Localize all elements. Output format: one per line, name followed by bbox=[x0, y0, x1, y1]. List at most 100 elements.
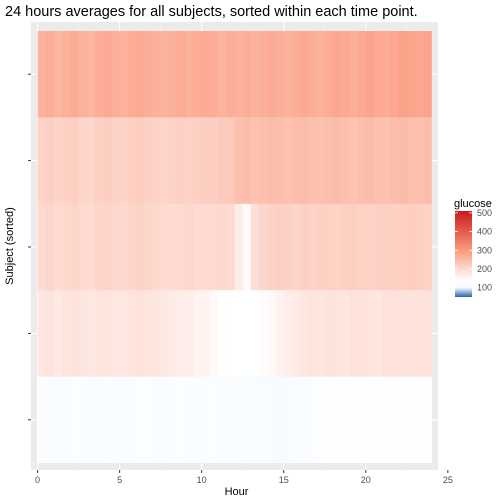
heatmap-cell bbox=[144, 31, 153, 118]
heatmap-cell bbox=[127, 203, 137, 291]
heatmap-cell bbox=[390, 203, 400, 291]
heatmap-cell bbox=[144, 376, 153, 463]
heatmap-cell bbox=[185, 290, 194, 377]
heatmap-cell bbox=[300, 117, 309, 204]
heatmap-cell bbox=[357, 290, 367, 377]
heatmap-cell bbox=[209, 376, 219, 463]
heatmap-cell bbox=[341, 203, 350, 291]
heatmap-cell bbox=[226, 117, 235, 204]
heatmap-cell bbox=[127, 290, 137, 377]
heatmap-cell bbox=[415, 290, 424, 377]
heatmap-cell bbox=[152, 290, 162, 377]
heatmap-cell bbox=[357, 117, 367, 204]
heatmap-cell bbox=[53, 290, 63, 377]
heatmap-cell bbox=[177, 31, 186, 118]
heatmap-cell bbox=[267, 376, 276, 463]
heatmap-cell bbox=[86, 117, 96, 204]
heatmap-cell bbox=[177, 117, 186, 204]
heatmap-cell bbox=[45, 290, 55, 377]
heatmap-cell bbox=[390, 376, 400, 463]
heatmap-cell bbox=[341, 290, 350, 377]
heatmap-cell bbox=[283, 31, 293, 118]
y-axis-title: Subject (sorted) bbox=[4, 207, 16, 285]
heatmap-cell bbox=[111, 31, 121, 118]
heatmap-cell bbox=[259, 31, 268, 118]
heatmap-cell bbox=[144, 290, 153, 377]
heatmap-cell bbox=[119, 290, 129, 377]
heatmap-cell bbox=[390, 290, 400, 377]
heatmap-cell bbox=[218, 203, 227, 291]
x-tick-label: 5 bbox=[117, 475, 122, 485]
heatmap-cell bbox=[119, 31, 129, 118]
heatmap-cell bbox=[267, 31, 276, 118]
heatmap-cell bbox=[193, 203, 203, 291]
heatmap-cell bbox=[152, 376, 162, 463]
heatmap-cell bbox=[45, 376, 55, 463]
heatmap-cell bbox=[406, 290, 416, 377]
legend-colorbar bbox=[455, 211, 472, 297]
heatmap-cell bbox=[119, 203, 129, 291]
heatmap-cell bbox=[185, 31, 194, 118]
heatmap-cell bbox=[341, 117, 350, 204]
heatmap-cell bbox=[62, 376, 71, 463]
heatmap-cell bbox=[415, 117, 424, 204]
heatmap-cell bbox=[152, 203, 162, 291]
heatmap-cell bbox=[103, 31, 112, 118]
legend-tick-label: 400 bbox=[477, 227, 492, 237]
heatmap-cell bbox=[415, 31, 424, 118]
heatmap-cell bbox=[250, 203, 260, 291]
heatmap-cell bbox=[119, 376, 129, 463]
heatmap-cell bbox=[144, 203, 153, 291]
heatmap-cell bbox=[242, 117, 252, 204]
heatmap-cell bbox=[185, 376, 194, 463]
heatmap-cell bbox=[316, 376, 326, 463]
heatmap-cell bbox=[382, 376, 391, 463]
heatmap-cell bbox=[365, 117, 375, 204]
heatmap-cell bbox=[423, 31, 432, 118]
heatmap-cell bbox=[209, 31, 219, 118]
heatmap-cell bbox=[382, 31, 391, 118]
heatmap-cell bbox=[316, 117, 326, 204]
heatmap-cell bbox=[78, 290, 88, 377]
heatmap-cell bbox=[185, 203, 194, 291]
heatmap-cell bbox=[365, 290, 375, 377]
heatmap-cell bbox=[275, 290, 285, 377]
heatmap-cell bbox=[70, 31, 79, 118]
heatmap-cell bbox=[324, 203, 334, 291]
heatmap-cell bbox=[332, 31, 342, 118]
heatmap-cell bbox=[136, 203, 145, 291]
heatmap-cell bbox=[423, 117, 432, 204]
heatmap-cell bbox=[37, 117, 47, 204]
heatmap-cell bbox=[86, 376, 96, 463]
heatmap-cell bbox=[95, 203, 104, 291]
heatmap-cell bbox=[95, 31, 104, 118]
heatmap-cell bbox=[234, 31, 244, 118]
heatmap-cell bbox=[226, 203, 235, 291]
heatmap-cell bbox=[136, 31, 145, 118]
heatmap-cell bbox=[390, 117, 400, 204]
heatmap-cell bbox=[316, 203, 326, 291]
heatmap-cell bbox=[168, 376, 178, 463]
heatmap-cell bbox=[136, 376, 145, 463]
heatmap-cell bbox=[275, 376, 285, 463]
heatmap-cell bbox=[382, 117, 391, 204]
x-axis-ticks: 0 5 10 15 20 25 bbox=[35, 470, 453, 485]
legend-tick-label: 300 bbox=[477, 245, 492, 255]
heatmap-cell bbox=[308, 31, 317, 118]
chart-title: 24 hours averages for all subjects, sort… bbox=[5, 4, 418, 20]
heatmap-cell bbox=[332, 203, 342, 291]
heatmap-cell bbox=[185, 117, 194, 204]
heatmap-cell bbox=[136, 290, 145, 377]
heatmap-cell bbox=[300, 376, 309, 463]
heatmap-cell bbox=[201, 117, 211, 204]
heatmap-cell bbox=[357, 31, 367, 118]
heatmap-cell bbox=[201, 290, 211, 377]
heatmap-cell bbox=[111, 117, 121, 204]
heatmap-cell bbox=[218, 117, 227, 204]
heatmap-cell bbox=[406, 31, 416, 118]
heatmap-cell bbox=[300, 31, 309, 118]
heatmap-cell bbox=[283, 290, 293, 377]
heatmap-cell bbox=[62, 31, 71, 118]
heatmap-cell bbox=[53, 117, 63, 204]
